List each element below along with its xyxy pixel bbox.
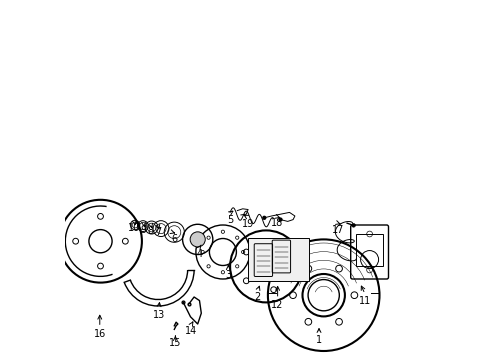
Circle shape: [263, 216, 265, 219]
Text: 5: 5: [226, 215, 233, 225]
Circle shape: [279, 218, 282, 221]
Text: 6: 6: [171, 234, 177, 244]
Text: 16: 16: [94, 329, 106, 339]
Text: 11: 11: [358, 296, 370, 306]
Text: 18: 18: [270, 218, 283, 228]
Bar: [355, 234, 382, 266]
Text: 8: 8: [147, 226, 154, 236]
Text: 4: 4: [196, 249, 202, 259]
Circle shape: [351, 224, 355, 227]
Text: 13: 13: [152, 310, 164, 320]
Text: 1: 1: [315, 335, 322, 345]
Text: 9: 9: [141, 225, 146, 235]
Text: 2: 2: [254, 292, 261, 302]
Text: 10: 10: [128, 222, 140, 233]
Text: 14: 14: [185, 326, 197, 336]
Text: 17: 17: [331, 225, 344, 235]
Text: 15: 15: [169, 338, 181, 348]
Circle shape: [190, 232, 205, 247]
Text: 12: 12: [271, 300, 283, 310]
Text: 7: 7: [155, 227, 161, 237]
Bar: [247, 238, 309, 281]
Text: 3: 3: [225, 270, 231, 280]
Text: 19: 19: [242, 219, 254, 229]
